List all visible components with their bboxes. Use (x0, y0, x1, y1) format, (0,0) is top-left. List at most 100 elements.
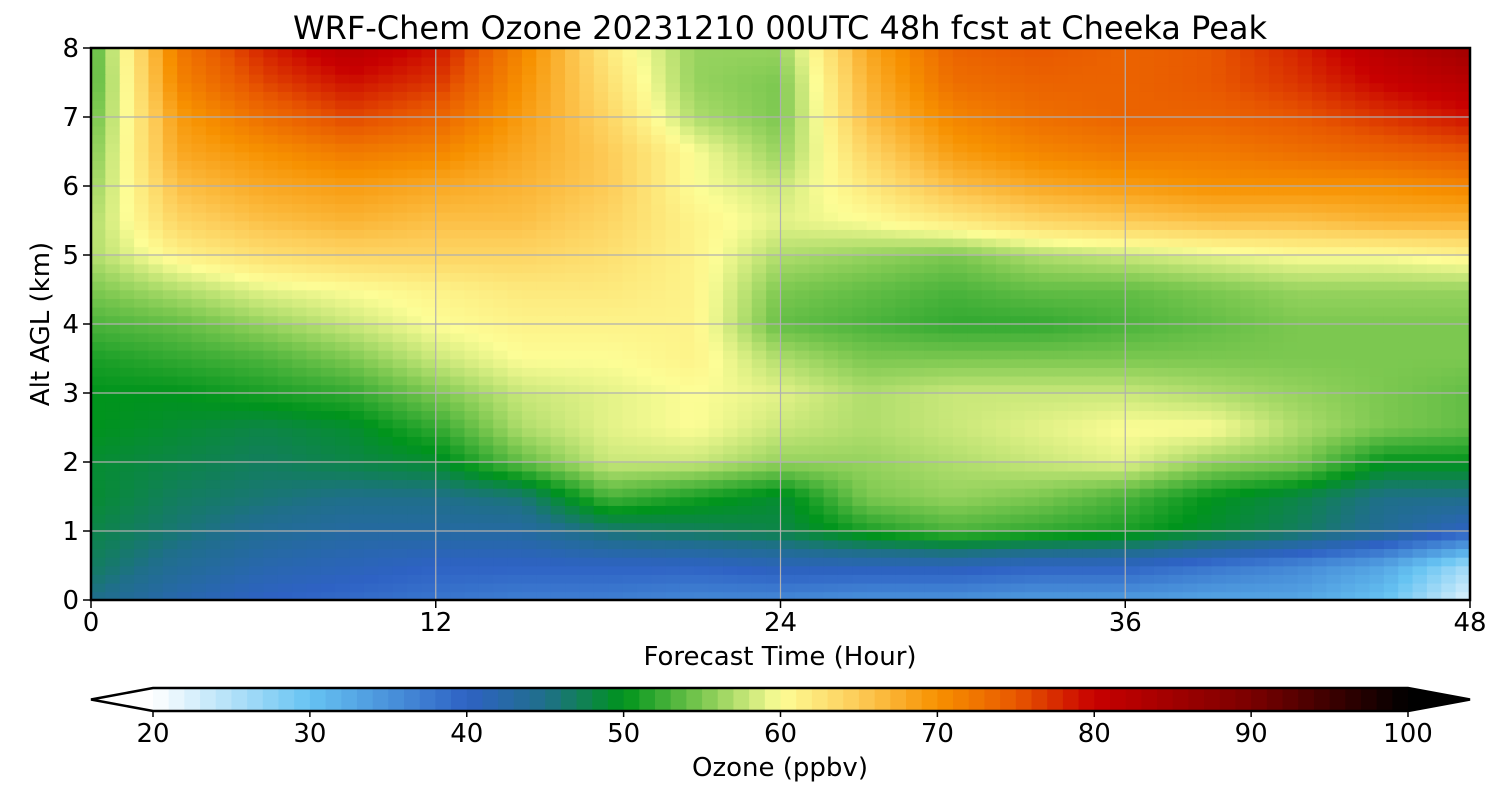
heatmap-cell (1326, 160, 1342, 170)
heatmap-cell (234, 349, 250, 360)
heatmap-cell (536, 177, 552, 187)
heatmap-cell (1441, 263, 1457, 274)
heatmap-cell (723, 306, 739, 317)
heatmap-cell (593, 203, 609, 213)
heatmap-cell (91, 453, 107, 463)
heatmap-cell (378, 255, 394, 265)
heatmap-cell (938, 263, 954, 274)
heatmap-cell (134, 324, 150, 334)
heatmap-cell (579, 487, 595, 498)
heatmap-cell (766, 332, 782, 343)
heatmap-cell (105, 280, 121, 291)
heatmap-cell (478, 427, 494, 437)
heatmap-cell (191, 453, 207, 463)
heatmap-cell (464, 280, 480, 291)
heatmap-cell (794, 246, 811, 256)
heatmap-cell (306, 418, 322, 429)
heatmap-cell (995, 401, 1012, 412)
heatmap-cell (177, 496, 193, 506)
heatmap-cell (421, 487, 437, 498)
heatmap-cell (967, 513, 983, 524)
heatmap-cell (263, 194, 279, 205)
heatmap-cell (234, 375, 250, 386)
heatmap-cell (1268, 591, 1285, 600)
heatmap-cell (737, 186, 753, 196)
heatmap-cell (220, 194, 236, 205)
heatmap-cell (277, 289, 293, 299)
heatmap-cell (694, 591, 710, 600)
heatmap-cell (1082, 401, 1098, 412)
heatmap-cell (220, 444, 236, 455)
heatmap-cell (119, 263, 135, 274)
heatmap-cell (521, 220, 538, 230)
heatmap-cell (191, 324, 207, 334)
heatmap-cell (1211, 263, 1227, 274)
heatmap-cell (91, 272, 107, 282)
heatmap-cell (708, 280, 724, 291)
heatmap-cell (895, 462, 911, 472)
heatmap-cell (636, 487, 653, 498)
heatmap-cell (881, 194, 897, 205)
heatmap-cell (306, 246, 322, 256)
heatmap-cell (263, 556, 279, 567)
heatmap-cell (708, 324, 724, 334)
heatmap-cell (507, 246, 523, 256)
heatmap-cell (1441, 211, 1457, 222)
heatmap-cell (751, 194, 767, 205)
heatmap-cell (392, 220, 408, 230)
heatmap-cell (1053, 211, 1069, 222)
heatmap-cell (1125, 332, 1141, 343)
heatmap-cell (1412, 410, 1428, 420)
heatmap-cell (162, 280, 178, 291)
heatmap-cell (622, 487, 638, 498)
heatmap-cell (1398, 565, 1414, 575)
heatmap-cell (837, 324, 854, 334)
heatmap-cell (363, 496, 380, 506)
heatmap-cell (507, 410, 523, 420)
heatmap-cell (162, 531, 178, 541)
heatmap-cell (1412, 462, 1428, 472)
heatmap-cell (1311, 315, 1328, 325)
heatmap-cell (205, 341, 222, 351)
heatmap-cell (694, 574, 710, 584)
heatmap-cell (866, 237, 882, 248)
heatmap-cell (1240, 349, 1256, 360)
heatmap-cell (1024, 487, 1040, 498)
heatmap-cell (1412, 263, 1428, 274)
heatmap-cell (565, 375, 581, 386)
heatmap-cell (1168, 418, 1184, 429)
heatmap-cell (608, 591, 624, 600)
heatmap-cell (105, 393, 121, 403)
heatmap-cell (579, 375, 595, 386)
heatmap-cell (507, 582, 523, 593)
heatmap-cell (450, 332, 466, 343)
heatmap-cell (105, 556, 121, 567)
heatmap-cell (507, 306, 523, 317)
heatmap-cell (306, 565, 322, 575)
heatmap-cell (924, 358, 940, 368)
heatmap-cell (249, 427, 265, 437)
heatmap-cell (1168, 211, 1184, 222)
heatmap-cell (306, 531, 322, 541)
heatmap-cell (493, 574, 509, 584)
heatmap-cell (1182, 272, 1198, 282)
heatmap-cell (679, 332, 696, 343)
heatmap-cell (220, 418, 236, 429)
heatmap-cell (177, 522, 193, 532)
heatmap-cell (1311, 505, 1328, 515)
heatmap-cell (234, 255, 250, 265)
heatmap-cell (1426, 556, 1443, 567)
heatmap-cell (1355, 479, 1371, 489)
heatmap-cell (1398, 220, 1414, 230)
heatmap-cell (1412, 229, 1428, 239)
heatmap-cell (536, 255, 552, 265)
heatmap-cell (1369, 462, 1385, 472)
heatmap-cell (1067, 280, 1083, 291)
heatmap-cell (1383, 427, 1399, 437)
heatmap-cell (1125, 151, 1141, 161)
heatmap-cell (363, 186, 380, 196)
heatmap-cell (679, 168, 696, 179)
heatmap-cell (852, 556, 868, 567)
heatmap-cell (464, 427, 480, 437)
heatmap-cell (277, 315, 293, 325)
